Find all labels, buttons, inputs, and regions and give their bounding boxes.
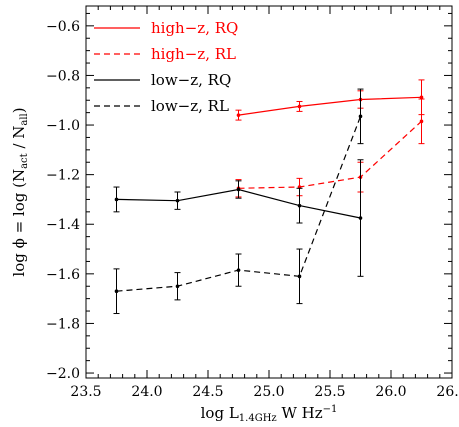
data-point xyxy=(419,119,424,124)
series-line xyxy=(238,96,422,116)
series-line xyxy=(238,120,422,189)
series-3 xyxy=(113,88,364,315)
x-axis-label-unit: W Hz xyxy=(277,404,323,422)
data-point xyxy=(236,268,241,272)
x-tick-label: 24.0 xyxy=(131,384,162,400)
legend-label: low−z, RQ xyxy=(151,71,231,89)
legend-label: high−z, RL xyxy=(151,45,236,63)
data-point xyxy=(236,187,241,192)
y-axis-label: log ϕ = log (Nact / Nall) xyxy=(10,107,30,276)
series-0 xyxy=(235,79,425,121)
x-tick-label: 25.0 xyxy=(253,384,284,400)
x-tick-label: 23.5 xyxy=(70,384,101,400)
data-point xyxy=(419,95,424,100)
legend-label: low−z, RL xyxy=(151,97,229,115)
data-point xyxy=(175,198,180,203)
legend: high−z, RQ high−z, RL low−z, RQ low−z, RL xyxy=(94,19,238,115)
y-axis-label-suffix: ) xyxy=(10,107,28,113)
x-tick-label: 25.5 xyxy=(314,384,345,400)
data-point xyxy=(114,197,119,202)
series-2 xyxy=(113,159,364,277)
series-layer xyxy=(113,79,425,315)
y-tick-label: −1.4 xyxy=(46,217,80,233)
y-tick-label: −1.0 xyxy=(46,118,80,134)
data-point xyxy=(358,114,363,119)
x-axis-label-sub: 1.4GHz xyxy=(239,413,277,424)
data-point xyxy=(297,203,302,208)
y-tick-label: −1.2 xyxy=(46,168,80,184)
x-tick-label: 26.0 xyxy=(375,384,406,400)
data-point xyxy=(114,289,119,294)
y-tick-label: −2.0 xyxy=(46,366,80,382)
y-axis-label-sub1: act xyxy=(19,153,30,169)
data-point xyxy=(236,113,241,117)
axes-layer: 23.5 24.0 24.5 25.0 25.5 26.0 26.5 −2.0 −1.8 −1.… xyxy=(46,5,459,400)
y-ticks: −2.0 −1.8 −1.6 −1.4 −1.2 −1.0 −0.8 −0.6 xyxy=(46,12,452,382)
data-point xyxy=(297,274,302,279)
plot-frame xyxy=(85,5,453,379)
x-axis-label-sup: −1 xyxy=(323,404,338,415)
y-tick-label: −1.8 xyxy=(46,316,80,332)
x-axis-label: log L1.4GHz W Hz−1 xyxy=(201,404,338,424)
data-point xyxy=(297,104,302,109)
data-point xyxy=(358,216,363,220)
y-tick-label: −1.6 xyxy=(46,267,80,283)
y-tick-label: −0.8 xyxy=(46,68,80,84)
x-ticks: 23.5 24.0 24.5 25.0 25.5 26.0 26.5 xyxy=(70,6,459,400)
y-tick-label: −0.6 xyxy=(46,19,80,35)
x-tick-label: 26.5 xyxy=(436,384,459,400)
y-axis-label-mid: / N xyxy=(10,126,28,154)
data-point xyxy=(175,284,180,289)
y-axis-label-prefix: log ϕ = log (N xyxy=(10,169,28,277)
series-1 xyxy=(235,98,425,198)
x-tick-label: 24.5 xyxy=(192,384,223,400)
legend-label: high−z, RQ xyxy=(151,19,238,37)
x-axis-label-main: log L xyxy=(201,404,239,422)
y-axis-label-sub2: all xyxy=(19,113,30,125)
